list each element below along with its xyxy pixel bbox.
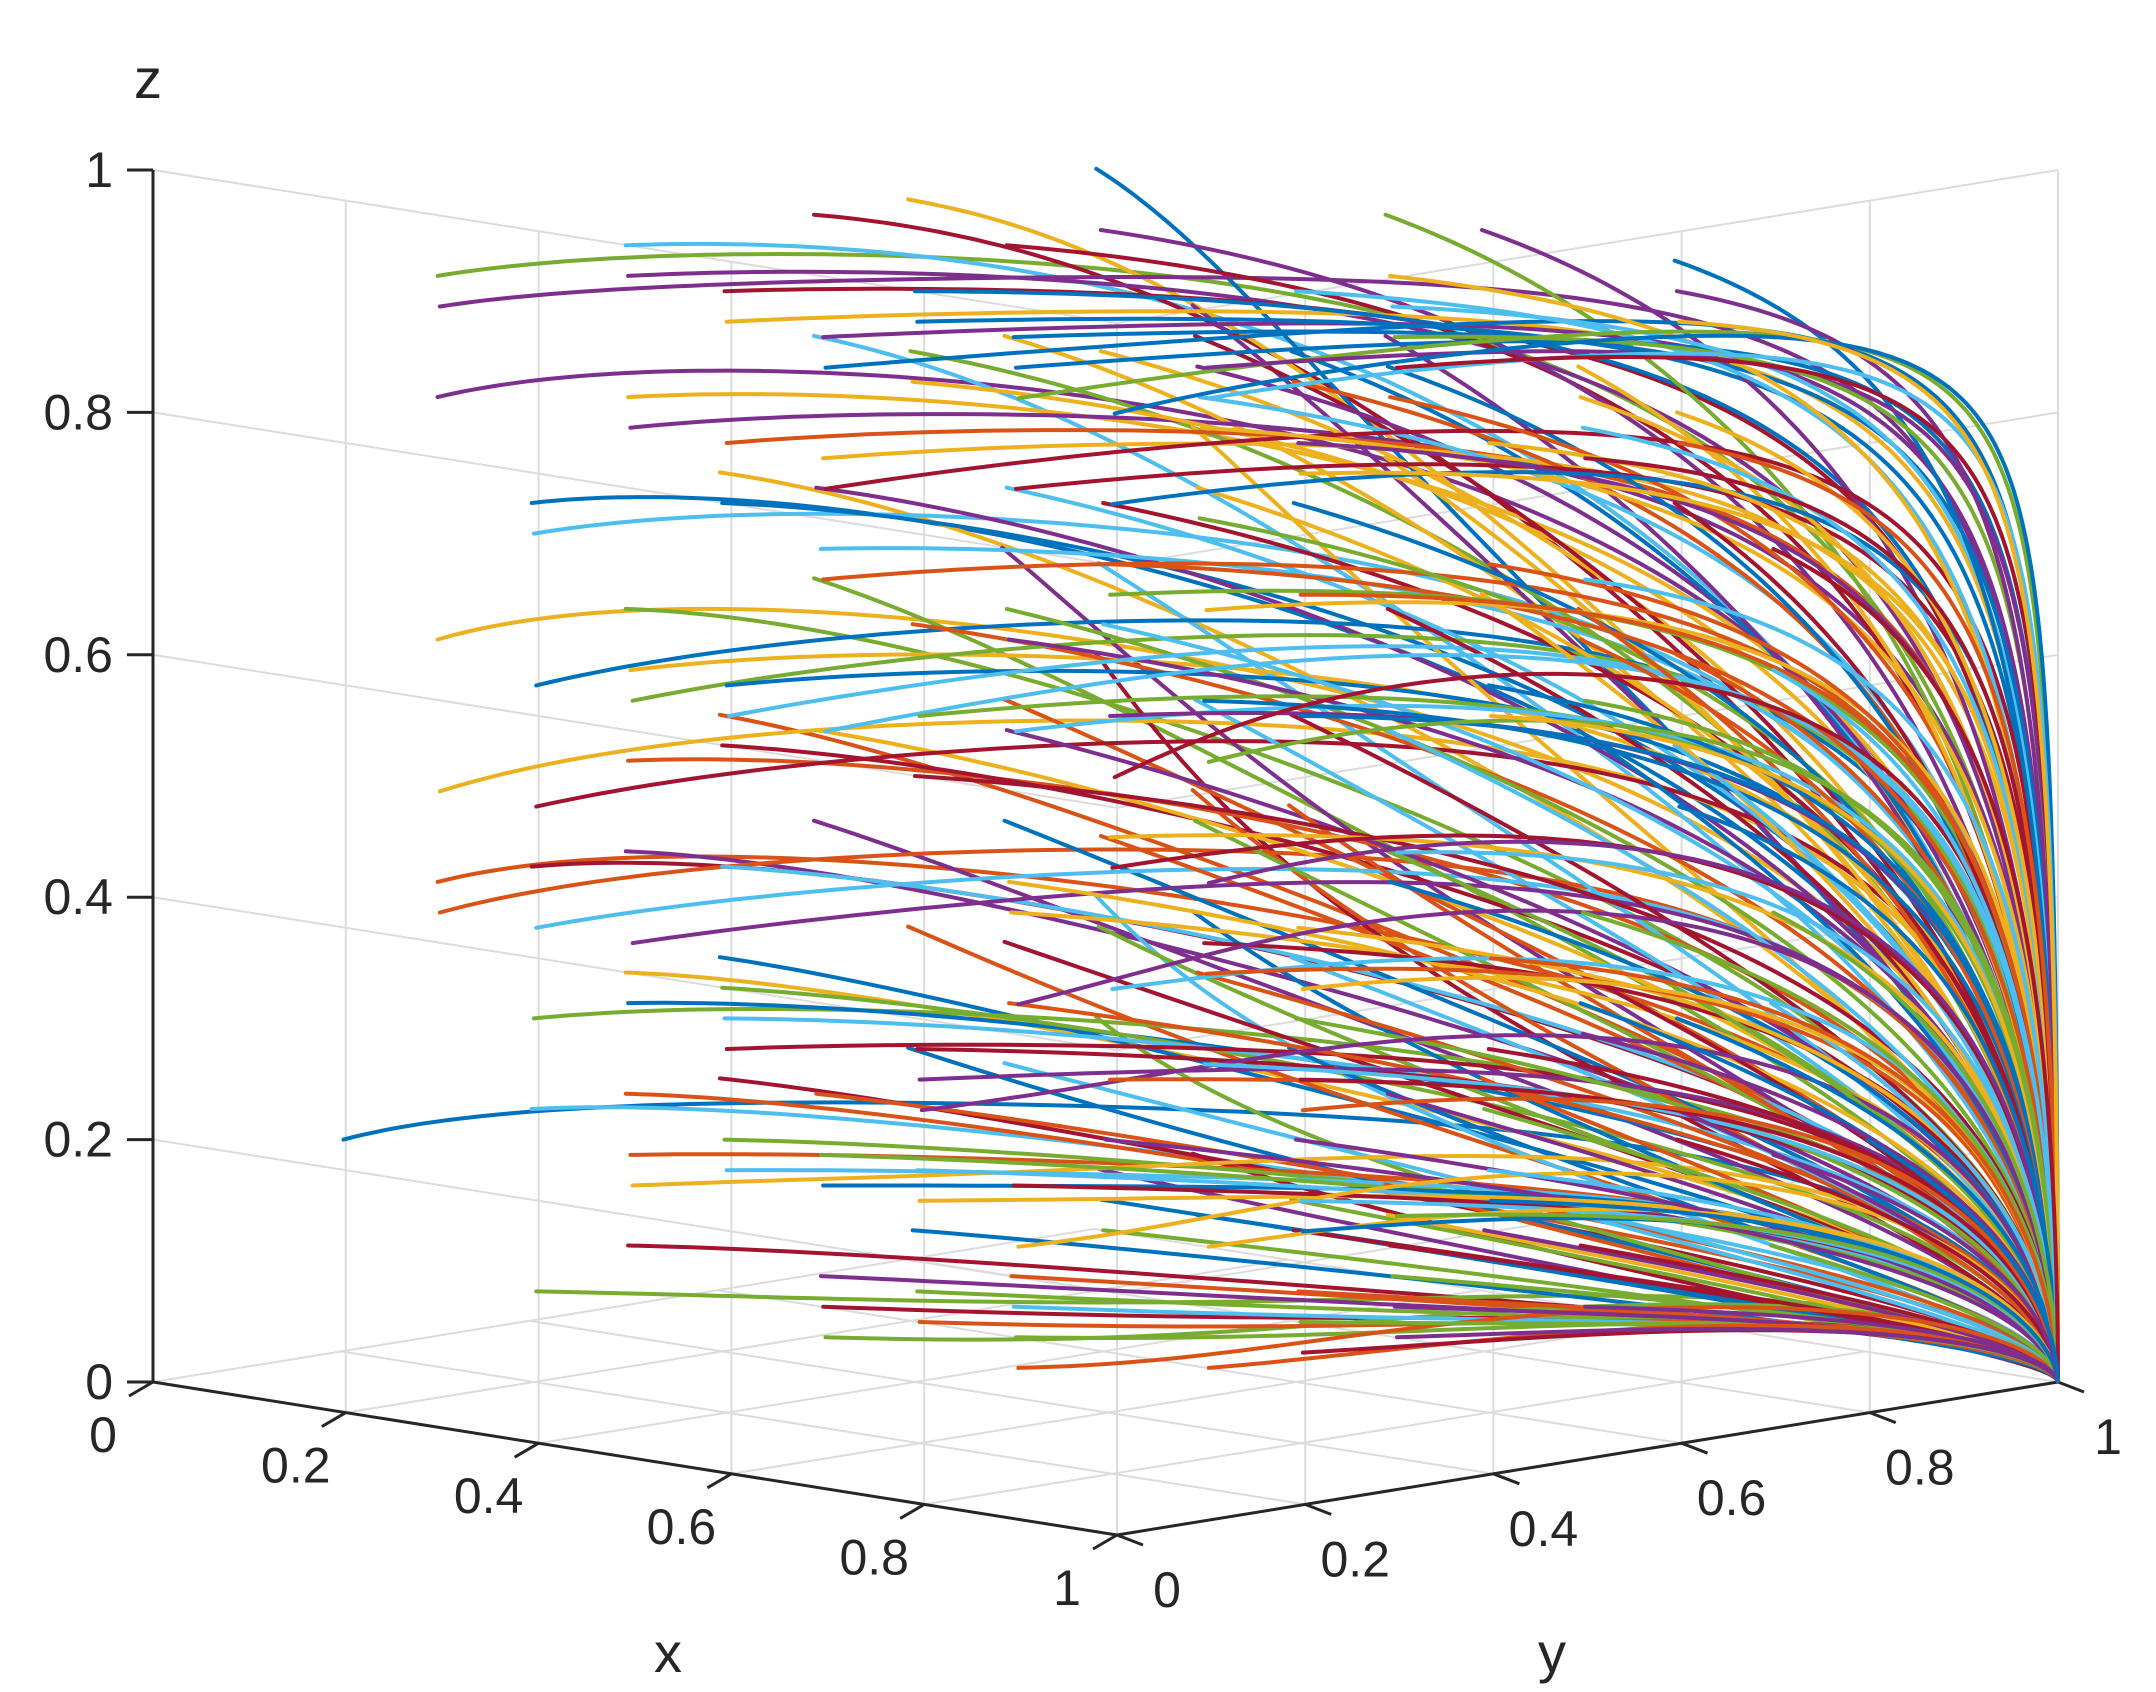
x-tick bbox=[513, 1441, 540, 1459]
y-tick bbox=[1681, 1441, 1709, 1455]
x-tick-label: 1 bbox=[1053, 1560, 1081, 1616]
x-tick bbox=[1092, 1533, 1118, 1551]
grid-line bbox=[529, 1319, 1494, 1475]
z-tick-label: 0.2 bbox=[43, 1112, 113, 1168]
grid-line bbox=[345, 1258, 1287, 1414]
y-tick bbox=[1304, 1503, 1332, 1516]
y-tick bbox=[2057, 1380, 2085, 1394]
grid-line bbox=[1116, 169, 2059, 324]
y-tick-label: 0.8 bbox=[1885, 1440, 1955, 1496]
x-tick-label: 0 bbox=[89, 1407, 117, 1463]
grid-line bbox=[905, 1258, 1870, 1414]
z-tick-label: 1 bbox=[85, 142, 113, 198]
x-axis-label: x bbox=[654, 1621, 682, 1684]
grid-line bbox=[731, 1319, 1673, 1475]
trajectories bbox=[341, 166, 2060, 1383]
x-axis-line bbox=[152, 1380, 1118, 1537]
trajectory-line bbox=[1865, 1137, 2060, 1383]
y-tick-label: 1 bbox=[2094, 1409, 2122, 1465]
z-tick-label: 0.6 bbox=[43, 627, 113, 683]
y-tick-label: 0.2 bbox=[1320, 1531, 1390, 1587]
y-tick-label: 0 bbox=[1153, 1562, 1181, 1618]
y-tick bbox=[1116, 1533, 1144, 1547]
y-axis-line bbox=[1116, 1380, 2059, 1537]
grid-line bbox=[152, 653, 1118, 809]
y-tick bbox=[1869, 1411, 1897, 1424]
z-tick-label: 0 bbox=[85, 1354, 113, 1410]
x-tick-label: 0.6 bbox=[647, 1499, 717, 1555]
grid-line bbox=[152, 1228, 1095, 1383]
z-axis-label: z bbox=[134, 47, 162, 110]
z-tick-label: 0.4 bbox=[43, 869, 113, 925]
x-tick-label: 0.2 bbox=[261, 1438, 331, 1494]
labels-layer: z x y 0000.20.20.20.40.40.40.60.60.60.80… bbox=[43, 47, 2121, 1684]
grid-line bbox=[924, 1350, 1866, 1506]
grid-line bbox=[152, 411, 1118, 567]
y-tick bbox=[1492, 1472, 1520, 1486]
x-tick-label: 0.8 bbox=[839, 1529, 909, 1585]
grid-line bbox=[341, 1350, 1306, 1506]
grid-line bbox=[717, 1289, 1682, 1445]
x-tick bbox=[128, 1380, 154, 1398]
x-tick bbox=[321, 1411, 347, 1428]
y-axis-label: y bbox=[1538, 1621, 1566, 1684]
x-tick bbox=[899, 1503, 925, 1520]
x-tick bbox=[706, 1472, 733, 1490]
axes-layer bbox=[127, 168, 2085, 1551]
y-tick-label: 0.6 bbox=[1697, 1470, 1767, 1526]
y-tick-label: 0.4 bbox=[1509, 1501, 1579, 1557]
z-tick-label: 0.8 bbox=[43, 384, 113, 440]
x-tick-label: 0.4 bbox=[454, 1468, 524, 1524]
